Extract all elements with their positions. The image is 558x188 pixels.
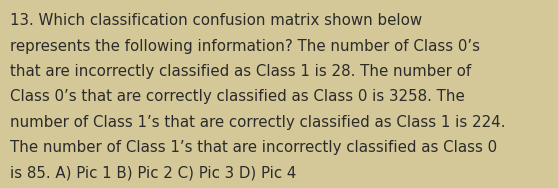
Text: Class 0’s that are correctly classified as Class 0 is 3258. The: Class 0’s that are correctly classified … bbox=[10, 89, 465, 104]
Text: 13. Which classification confusion matrix shown below: 13. Which classification confusion matri… bbox=[10, 13, 422, 28]
Text: number of Class 1’s that are correctly classified as Class 1 is 224.: number of Class 1’s that are correctly c… bbox=[10, 115, 506, 130]
Text: that are incorrectly classified as Class 1 is 28. The number of: that are incorrectly classified as Class… bbox=[10, 64, 472, 79]
Text: represents the following information? The number of Class 0’s: represents the following information? Th… bbox=[10, 39, 480, 54]
Text: is 85. A) Pic 1 B) Pic 2 C) Pic 3 D) Pic 4: is 85. A) Pic 1 B) Pic 2 C) Pic 3 D) Pic… bbox=[10, 165, 296, 180]
Text: The number of Class 1’s that are incorrectly classified as Class 0: The number of Class 1’s that are incorre… bbox=[10, 140, 497, 155]
